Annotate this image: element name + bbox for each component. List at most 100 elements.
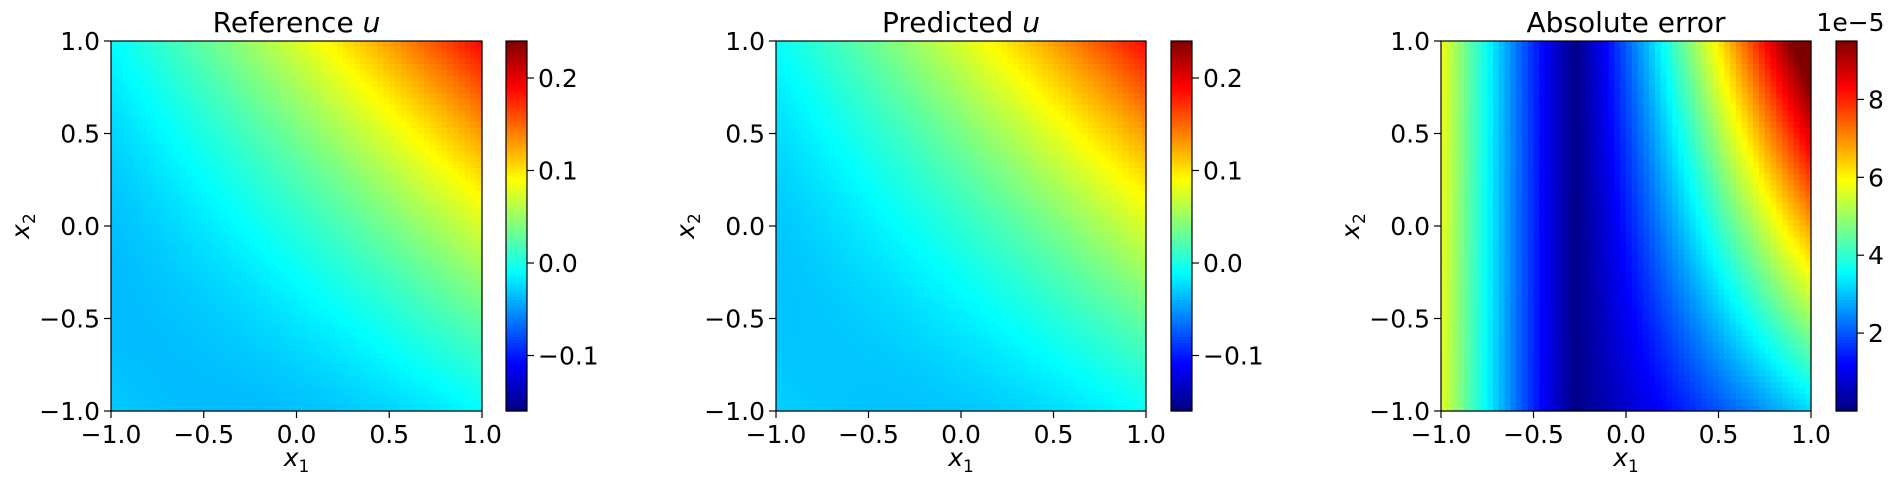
heatmap-cell: [250, 156, 257, 164]
heatmap-cell: [366, 295, 373, 302]
heatmap-cell: [168, 52, 176, 59]
heatmap-cell: [348, 81, 356, 88]
heatmap-cell: [238, 249, 245, 256]
heatmap-cell: [360, 364, 367, 372]
heatmap-cell: [1047, 64, 1055, 71]
heatmap-cell: [851, 64, 858, 71]
heatmap-cell: [342, 254, 350, 262]
heatmap-cell: [429, 214, 437, 221]
heatmap-cell: [319, 41, 327, 48]
heatmap-cell: [412, 116, 419, 123]
heatmap-cell: [828, 81, 835, 88]
heatmap-cell: [116, 405, 124, 412]
heatmap-cell: [319, 81, 327, 88]
heatmap-cell: [284, 116, 292, 123]
heatmap-cell: [174, 324, 182, 331]
heatmap-cell: [221, 324, 228, 331]
heatmap-cell: [192, 116, 199, 123]
heatmap-cell: [215, 243, 222, 250]
heatmap-cell: [203, 283, 211, 291]
heatmap-cell: [151, 69, 158, 77]
heatmap-cell: [447, 179, 454, 187]
heatmap-cell: [360, 179, 367, 187]
heatmap-cell: [845, 58, 852, 65]
heatmap-cell: [221, 405, 228, 412]
heatmap-cell: [261, 179, 269, 187]
heatmap-cell: [157, 231, 164, 239]
heatmap-cell: [244, 226, 251, 233]
heatmap-cell: [418, 387, 425, 395]
heatmap-cell: [383, 387, 390, 395]
heatmap-cell: [453, 127, 460, 135]
heatmap-cell: [325, 353, 332, 360]
heatmap-cell: [134, 52, 141, 59]
heatmap-cell: [313, 347, 321, 354]
heatmap-cell: [955, 104, 962, 111]
heatmap-cell: [111, 127, 118, 135]
heatmap-cell: [192, 353, 199, 360]
heatmap-cell: [435, 399, 443, 406]
heatmap-cell: [337, 318, 344, 325]
heatmap-cell: [128, 139, 135, 146]
heatmap-cell: [845, 87, 852, 94]
heatmap-cell: [192, 110, 199, 117]
heatmap-cell: [955, 52, 962, 59]
heatmap-cell: [325, 289, 332, 296]
heatmap-cell: [776, 98, 783, 106]
heatmap-cell: [476, 301, 483, 308]
heatmap-cell: [1007, 104, 1014, 111]
heatmap-cell: [250, 197, 257, 204]
heatmap-cell: [1088, 87, 1095, 94]
heatmap-cell: [232, 278, 240, 285]
heatmap-cell: [476, 58, 483, 65]
heatmap-cell: [342, 335, 350, 343]
heatmap-cell: [313, 358, 321, 366]
heatmap-cell: [424, 208, 431, 216]
heatmap-cell: [424, 110, 431, 117]
heatmap-cell: [458, 370, 466, 377]
heatmap-cell: [180, 197, 187, 204]
heatmap-cell: [1013, 98, 1020, 106]
heatmap-cell: [203, 254, 211, 262]
heatmap-cell: [192, 330, 199, 337]
heatmap-cell: [284, 179, 292, 187]
heatmap-cell: [197, 272, 205, 279]
heatmap-cell: [273, 46, 280, 54]
heatmap-cell: [111, 133, 118, 140]
heatmap-cell: [111, 376, 118, 383]
heatmap-cell: [221, 46, 228, 54]
heatmap-cell: [238, 278, 245, 285]
heatmap-cell: [296, 145, 303, 152]
heatmap-cell: [192, 226, 199, 233]
heatmap-cell: [157, 358, 164, 366]
heatmap-cell: [418, 376, 425, 383]
heatmap-cell: [412, 266, 419, 273]
heatmap-cell: [180, 358, 187, 366]
heatmap-cell: [348, 156, 356, 164]
heatmap-cell: [441, 58, 448, 65]
heatmap-cell: [476, 197, 483, 204]
heatmap-cell: [816, 64, 823, 71]
heatmap-cell: [1024, 81, 1031, 88]
heatmap-cell: [337, 295, 344, 302]
heatmap-cell: [308, 382, 315, 389]
heatmap-cell: [250, 243, 257, 250]
heatmap-cell: [226, 220, 234, 227]
heatmap-cell: [337, 168, 344, 175]
heatmap-cell: [273, 289, 280, 296]
heatmap-cell: [458, 202, 466, 210]
heatmap-cell: [302, 405, 309, 412]
heatmap-cell: [238, 87, 245, 94]
heatmap-cell: [458, 341, 466, 349]
heatmap-cell: [995, 46, 1003, 54]
heatmap-cell: [371, 341, 379, 349]
heatmap-cell: [337, 231, 344, 239]
heatmap-cell: [255, 376, 263, 383]
heatmap-cell: [296, 289, 303, 296]
heatmap-cell: [429, 393, 437, 401]
heatmap-cell: [412, 306, 419, 314]
heatmap-cell: [290, 75, 298, 83]
heatmap-cell: [203, 162, 211, 169]
heatmap-cell: [447, 150, 454, 158]
heatmap-cell: [435, 301, 443, 308]
